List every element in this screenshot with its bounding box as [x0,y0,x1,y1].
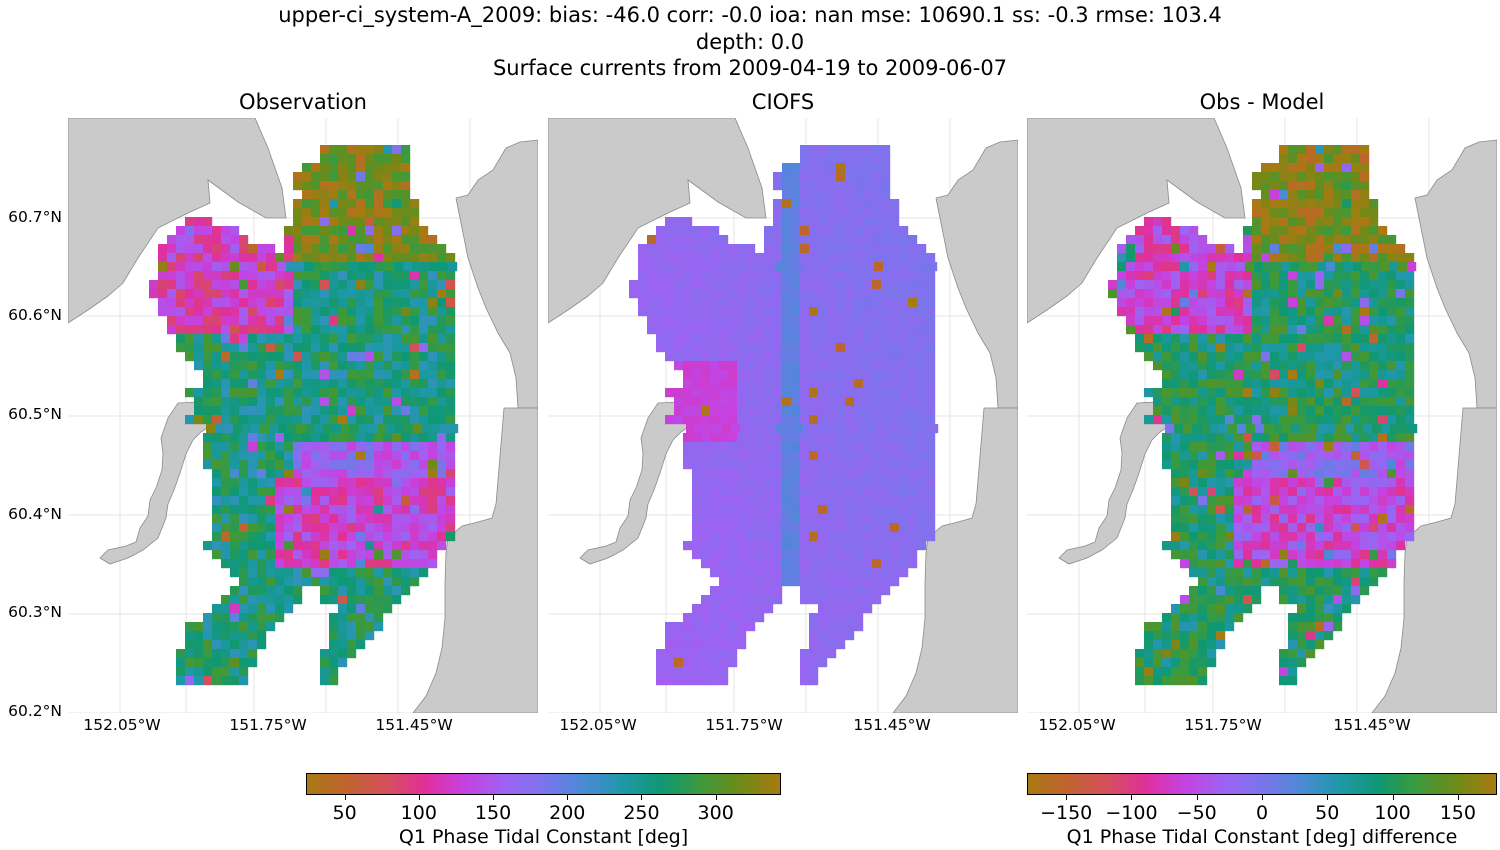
figure-depth: depth: 0.0 [695,30,805,54]
figure-title: upper-ci_system-A_2009: bias: -46.0 corr… [278,3,1222,27]
colorbar-tick-mark [344,795,346,800]
colorbar-tick-mark [641,795,643,800]
map-ciofs [548,118,1018,713]
colorbar-tick-label: 150 [474,802,512,824]
colorbar-tick-mark [1131,795,1133,800]
panel-title-observation: Observation [239,90,367,114]
x-tick-151-75-p3: 151.75°W [1184,716,1262,734]
colorbar-tick-label: 50 [332,802,357,824]
x-tick-151-45-p3: 151.45°W [1333,716,1411,734]
colorbar-tick-mark [1262,795,1263,800]
colorbar-tick-mark [493,795,495,800]
colorbar-tick-label: −150 [1040,802,1093,824]
colorbar-tick-label: 0 [1255,802,1269,824]
map-observation [68,118,538,713]
map-obs-model [1027,118,1497,713]
x-tick-151-75-p1: 151.75°W [229,716,307,734]
panel-title-obs-model: Obs - Model [1199,90,1325,114]
colorbar-tick-label: −100 [1105,802,1158,824]
y-tick-60-3: 60.3°N [8,603,62,621]
colorbar-tick-label: 250 [623,802,660,824]
colorbar-tick-mark [1457,795,1459,800]
y-tick-60-7: 60.7°N [8,208,62,226]
x-tick-152-05-p2: 152.05°W [559,716,637,734]
x-tick-151-45-p1: 151.45°W [375,716,453,734]
colorbar-phase-label: Q1 Phase Tidal Constant [deg] [398,826,689,848]
colorbar-tick-mark [1196,795,1198,800]
colorbar-tick-label: 100 [400,802,437,824]
colorbar-tick-mark [715,795,717,800]
x-tick-151-45-p2: 151.45°W [853,716,931,734]
y-tick-60-4: 60.4°N [8,505,62,523]
colorbar-tick-mark [1392,795,1394,800]
colorbar-tick-label: 150 [1439,802,1476,824]
figure-subtitle: Surface currents from 2009-04-19 to 2009… [492,56,1008,80]
colorbar-tick-label: −50 [1176,802,1217,824]
y-tick-60-6: 60.6°N [8,306,62,324]
y-tick-60-5: 60.5°N [8,405,62,423]
colorbar-phase [306,773,781,795]
panel-title-ciofs: CIOFS [751,90,815,114]
colorbar-difference [1027,773,1497,795]
colorbar-tick-label: 200 [549,802,586,824]
colorbar-difference-label: Q1 Phase Tidal Constant [deg] difference [1066,826,1458,848]
colorbar-tick-mark [1066,795,1068,800]
x-tick-152-05-p1: 152.05°W [83,716,161,734]
colorbar-tick-label: 50 [1315,802,1340,824]
x-tick-152-05-p3: 152.05°W [1038,716,1116,734]
y-tick-60-2: 60.2°N [8,702,62,720]
colorbar-tick-label: 100 [1374,802,1411,824]
colorbar-tick-label: 300 [697,802,734,824]
colorbar-tick-mark [567,795,569,800]
colorbar-tick-mark [418,795,420,800]
colorbar-tick-mark [1327,795,1329,800]
x-tick-151-75-p2: 151.75°W [705,716,783,734]
